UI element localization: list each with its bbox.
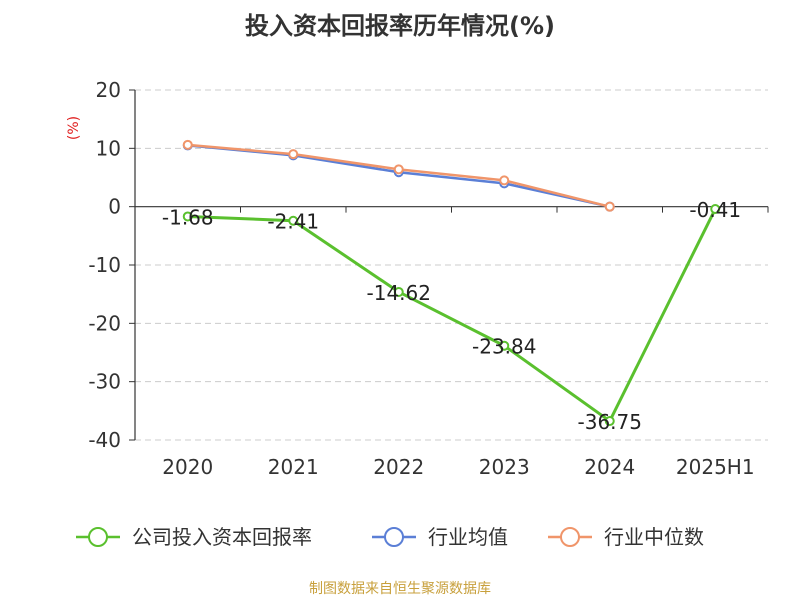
data-point[interactable] [182,211,193,222]
data-point[interactable] [288,215,299,226]
data-point[interactable] [288,149,299,160]
legend-label: 行业均值 [428,525,508,549]
data-point[interactable] [182,139,193,150]
y-tick-label: 20 [96,78,121,102]
legend[interactable]: 公司投入资本回报率 行业均值 行业中位数 [76,525,704,549]
y-tick-label: -20 [88,311,121,335]
data-point[interactable] [604,201,615,212]
data-label: -1.68 [162,205,214,229]
x-tick-label: 2021 [268,455,319,479]
axes: 20 10 0 -10 -20 -30 -40 2020 2021 2022 2023 2024 202… [88,78,769,479]
grid-lines [135,89,768,441]
legend-item-2[interactable]: 行业中位数 [548,525,704,549]
source-note: 制图数据来自恒生聚源数据库 [309,581,491,597]
y-tick-label: 0 [108,195,121,219]
y-axis-unit-label: (%) [66,116,82,140]
series-layer [182,139,721,427]
x-tick-label: 2023 [479,455,530,479]
data-point[interactable] [710,204,721,215]
data-labels: -1.68 -2.41 -14.62 -23.84 -36.75 -0.41 [162,198,741,434]
data-label: -2.41 [267,210,319,234]
series-line-0 [187,208,717,423]
x-tick-label: 2020 [162,455,213,479]
legend-marker [560,527,580,547]
y-tick-label: 10 [96,136,121,160]
data-label: -36.75 [578,410,642,434]
data-point[interactable] [393,164,404,175]
legend-label: 行业中位数 [604,525,704,549]
legend-item-1[interactable]: 行业均值 [372,525,508,549]
x-tick-label: 2024 [584,455,635,479]
data-label: -14.62 [367,281,431,305]
legend-marker [384,527,404,547]
y-tick-label: -30 [88,370,121,394]
data-point[interactable] [499,340,510,351]
data-label: -0.41 [689,198,741,222]
data-point[interactable] [499,175,510,186]
chart-title: 投入资本回报率历年情况(%) [245,12,555,40]
legend-item-0[interactable]: 公司投入资本回报率 [76,525,312,549]
data-point[interactable] [393,286,404,297]
y-tick-label: -40 [88,428,121,452]
x-tick-label: 2025H1 [676,455,755,479]
data-label: -23.84 [472,335,536,359]
legend-label: 公司投入资本回报率 [132,525,312,549]
y-tick-label: -10 [88,253,121,277]
data-point[interactable] [604,416,615,427]
x-tick-label: 2022 [373,455,424,479]
legend-marker [88,527,108,547]
